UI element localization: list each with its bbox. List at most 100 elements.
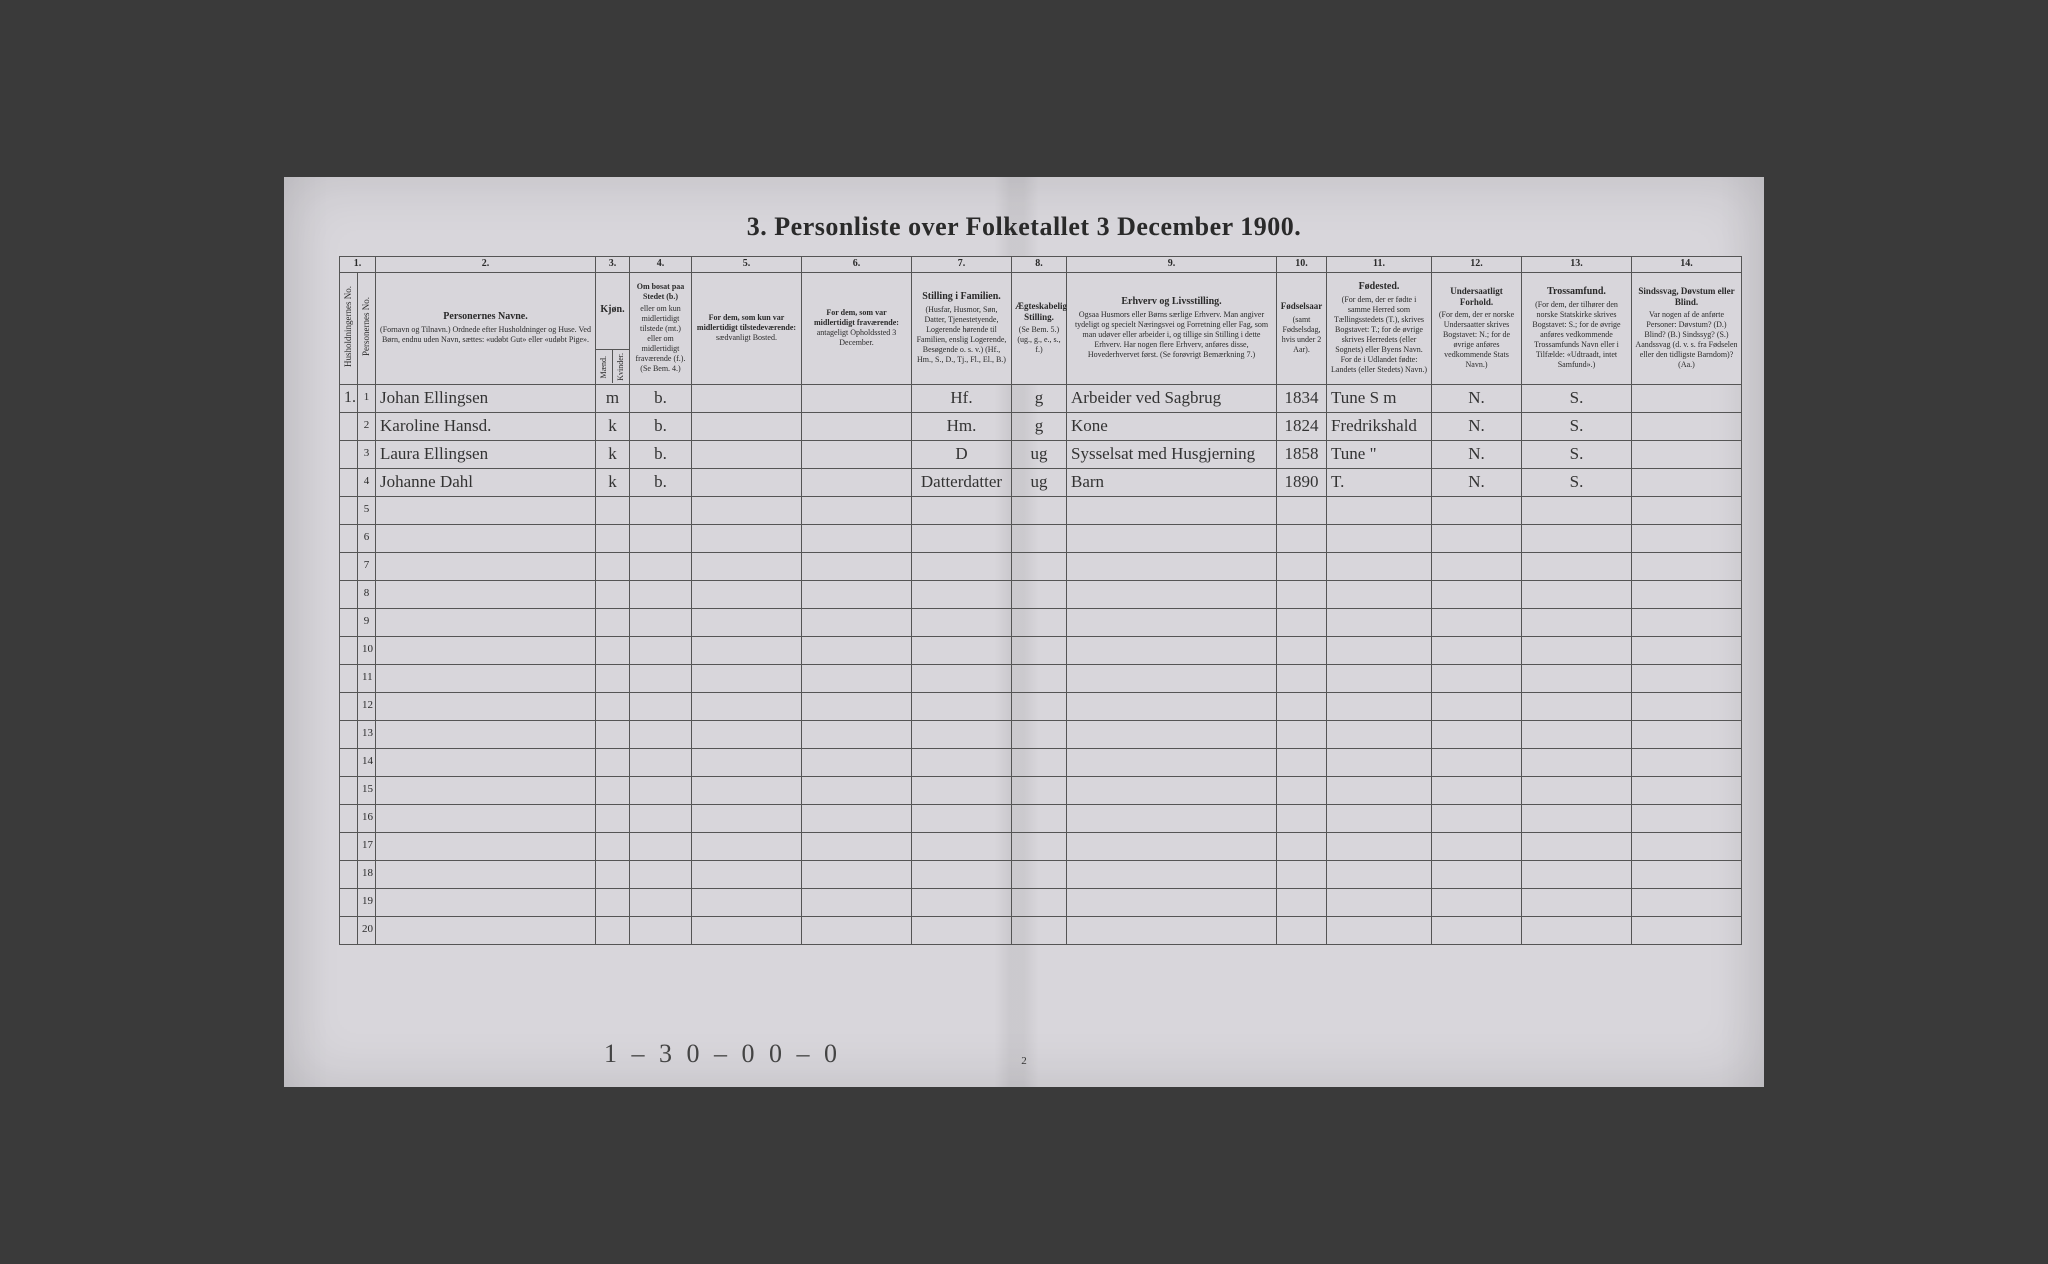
cell-person-no: 13 (358, 720, 376, 748)
cell-empty (376, 608, 596, 636)
cell-empty (1632, 636, 1742, 664)
cell-empty (1012, 860, 1067, 888)
cell-disability (1632, 384, 1742, 412)
cell-household-no (340, 776, 358, 804)
cell-birthplace: Tune " (1327, 440, 1432, 468)
cell-empty (376, 832, 596, 860)
table-row-empty: 15 (340, 776, 1742, 804)
cell-empty (692, 748, 802, 776)
hdr-disability: Sindssvag, Døvstum eller Blind. Var noge… (1632, 272, 1742, 384)
cell-empty (1522, 664, 1632, 692)
cell-empty (1277, 804, 1327, 832)
table-row-empty: 20 (340, 916, 1742, 944)
cell-empty (1327, 916, 1432, 944)
cell-occupation: Arbeider ved Sagbrug (1067, 384, 1277, 412)
cell-empty (376, 636, 596, 664)
cell-empty (1522, 692, 1632, 720)
cell-empty (376, 580, 596, 608)
cell-household-no (340, 888, 358, 916)
cell-household-no (340, 832, 358, 860)
cell-disability (1632, 412, 1742, 440)
cell-empty (1327, 860, 1432, 888)
cell-empty (1277, 608, 1327, 636)
cell-empty (1277, 748, 1327, 776)
handwritten-tally: 1 – 3 0 – 0 0 – 0 (604, 1039, 841, 1069)
cell-empty (630, 888, 692, 916)
cell-person-no: 2 (358, 412, 376, 440)
cell-empty (596, 664, 630, 692)
cell-empty (912, 720, 1012, 748)
cell-empty (596, 524, 630, 552)
cell-empty (912, 860, 1012, 888)
cell-empty (1327, 580, 1432, 608)
cell-empty (912, 524, 1012, 552)
cell-empty (802, 888, 912, 916)
table-row-empty: 13 (340, 720, 1742, 748)
cell-empty (1012, 608, 1067, 636)
cell-empty (802, 832, 912, 860)
hdr-temp-present: For dem, som kun var midlertidigt tilste… (692, 272, 802, 384)
cell-empty (376, 720, 596, 748)
cell-empty (1632, 888, 1742, 916)
cell-empty (630, 664, 692, 692)
cell-person-no: 9 (358, 608, 376, 636)
cell-empty (1067, 804, 1277, 832)
cell-person-no: 15 (358, 776, 376, 804)
cell-person-no: 18 (358, 860, 376, 888)
cell-empty (692, 524, 802, 552)
cell-empty (1632, 608, 1742, 636)
cell-person-no: 3 (358, 440, 376, 468)
cell-residence: b. (630, 384, 692, 412)
cell-empty (596, 804, 630, 832)
cell-empty (1522, 552, 1632, 580)
cell-empty (692, 804, 802, 832)
cell-empty (1012, 552, 1067, 580)
cell-empty (912, 664, 1012, 692)
cell-household-no (340, 720, 358, 748)
cell-empty (376, 552, 596, 580)
cell-marital: g (1012, 412, 1067, 440)
cell-empty (1277, 692, 1327, 720)
cell-family-pos: D (912, 440, 1012, 468)
colnum-13: 13. (1522, 257, 1632, 273)
cell-empty (1012, 776, 1067, 804)
cell-temp-absent (802, 412, 912, 440)
table-row-empty: 16 (340, 804, 1742, 832)
cell-empty (912, 916, 1012, 944)
cell-household-no (340, 692, 358, 720)
cell-sex: k (596, 412, 630, 440)
cell-nationality: N. (1432, 468, 1522, 496)
cell-person-no: 8 (358, 580, 376, 608)
cell-empty (376, 916, 596, 944)
cell-person-no: 20 (358, 916, 376, 944)
cell-temp-absent (802, 468, 912, 496)
cell-empty (1277, 888, 1327, 916)
cell-empty (1327, 524, 1432, 552)
cell-empty (596, 692, 630, 720)
cell-sex: k (596, 440, 630, 468)
cell-empty (596, 496, 630, 524)
cell-marital: ug (1012, 440, 1067, 468)
cell-empty (1327, 636, 1432, 664)
cell-empty (1327, 748, 1432, 776)
cell-occupation: Barn (1067, 468, 1277, 496)
cell-empty (1632, 748, 1742, 776)
table-row-empty: 8 (340, 580, 1742, 608)
cell-household-no (340, 664, 358, 692)
cell-empty (912, 888, 1012, 916)
cell-empty (630, 748, 692, 776)
census-table: 1. 2. 3. 4. 5. 6. 7. 8. 9. 10. 11. 12. 1… (339, 256, 1742, 945)
colnum-2: 2. (376, 257, 596, 273)
cell-empty (630, 692, 692, 720)
cell-empty (1632, 776, 1742, 804)
cell-empty (1432, 860, 1522, 888)
cell-empty (1277, 552, 1327, 580)
cell-empty (692, 608, 802, 636)
cell-empty (1632, 580, 1742, 608)
cell-empty (1327, 496, 1432, 524)
hdr-temp-absent: For dem, som var midlertidigt fraværende… (802, 272, 912, 384)
table-row-empty: 5 (340, 496, 1742, 524)
cell-empty (1522, 748, 1632, 776)
cell-empty (1432, 916, 1522, 944)
cell-empty (1632, 832, 1742, 860)
